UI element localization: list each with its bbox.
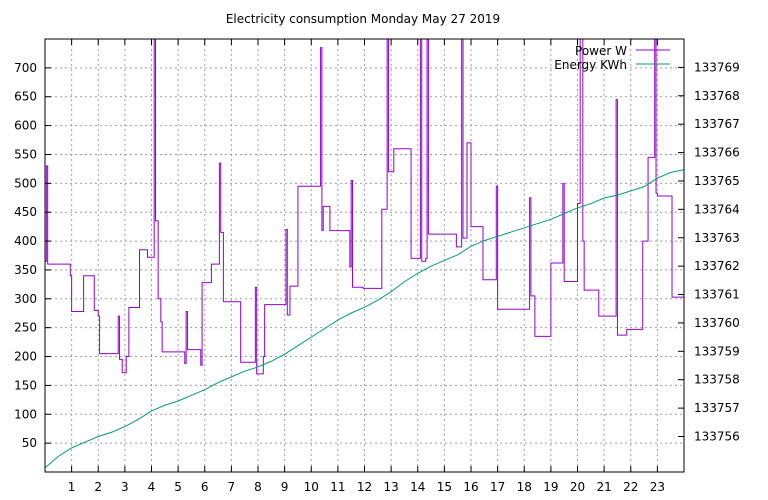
x-tick-label: 13 (383, 480, 398, 494)
x-tick-label: 19 (543, 480, 558, 494)
y-left-tick-label: 650 (14, 90, 37, 104)
x-tick-label: 2 (94, 480, 102, 494)
y-left-tick-label: 350 (14, 263, 37, 277)
y-right-tick-label: 133761 (694, 288, 740, 302)
axis-ticks: 1 2 3 4 5 6 7 8 9 10 11 12 13 14 15 16 17 18 19 20 21 22 23501… (14, 39, 740, 494)
x-tick-label: 1 (68, 480, 76, 494)
series-line-energy (44, 169, 685, 469)
y-left-tick-label: 50 (22, 436, 37, 450)
y-right-tick-label: 133763 (694, 231, 740, 245)
x-tick-label: 4 (148, 480, 156, 494)
y-left-tick-label: 400 (14, 234, 37, 248)
y-right-tick-label: 133765 (694, 174, 740, 188)
y-right-tick-label: 133769 (694, 60, 740, 74)
x-tick-label: 9 (281, 480, 289, 494)
y-right-tick-label: 133758 (694, 373, 740, 387)
y-right-tick-label: 133762 (694, 259, 740, 273)
y-right-tick-label: 133764 (694, 202, 740, 216)
y-left-tick-label: 700 (14, 61, 37, 75)
y-left-tick-label: 100 (14, 407, 37, 421)
legend: Power W Energy KWh (554, 44, 670, 72)
x-tick-label: 8 (254, 480, 262, 494)
y-right-tick-label: 133760 (694, 316, 740, 330)
y-left-tick-label: 450 (14, 205, 37, 219)
x-tick-label: 10 (304, 480, 319, 494)
x-tick-label: 6 (201, 480, 209, 494)
y-left-tick-label: 500 (14, 176, 37, 190)
x-tick-label: 23 (650, 480, 665, 494)
y-left-tick-label: 300 (14, 292, 37, 306)
x-tick-label: 12 (357, 480, 372, 494)
y-left-tick-label: 150 (14, 378, 37, 392)
y-left-tick-label: 550 (14, 147, 37, 161)
x-tick-label: 7 (228, 480, 236, 494)
x-tick-label: 15 (437, 480, 452, 494)
y-left-tick-label: 600 (14, 119, 37, 133)
y-right-tick-label: 133756 (694, 430, 740, 444)
x-tick-label: 22 (623, 480, 638, 494)
series-line-power (45, 38, 684, 375)
x-tick-label: 3 (121, 480, 129, 494)
y-right-tick-label: 133766 (694, 146, 740, 160)
x-tick-label: 14 (410, 480, 425, 494)
chart-title: Electricity consumption Monday May 27 20… (226, 12, 500, 26)
series-layer (44, 38, 685, 469)
x-tick-label: 11 (330, 480, 345, 494)
legend-label-energy: Energy KWh (554, 58, 627, 72)
y-right-tick-label: 133767 (694, 117, 740, 131)
x-tick-label: 16 (463, 480, 478, 494)
x-tick-label: 20 (570, 480, 585, 494)
x-tick-label: 5 (174, 480, 182, 494)
y-left-tick-label: 250 (14, 321, 37, 335)
y-right-tick-label: 133759 (694, 344, 740, 358)
x-tick-label: 17 (490, 480, 505, 494)
y-left-tick-label: 200 (14, 350, 37, 364)
grid (45, 39, 684, 472)
x-tick-label: 18 (517, 480, 532, 494)
legend-label-power: Power W (575, 44, 627, 58)
y-right-tick-label: 133768 (694, 89, 740, 103)
x-tick-label: 21 (596, 480, 611, 494)
y-right-tick-label: 133757 (694, 401, 740, 415)
